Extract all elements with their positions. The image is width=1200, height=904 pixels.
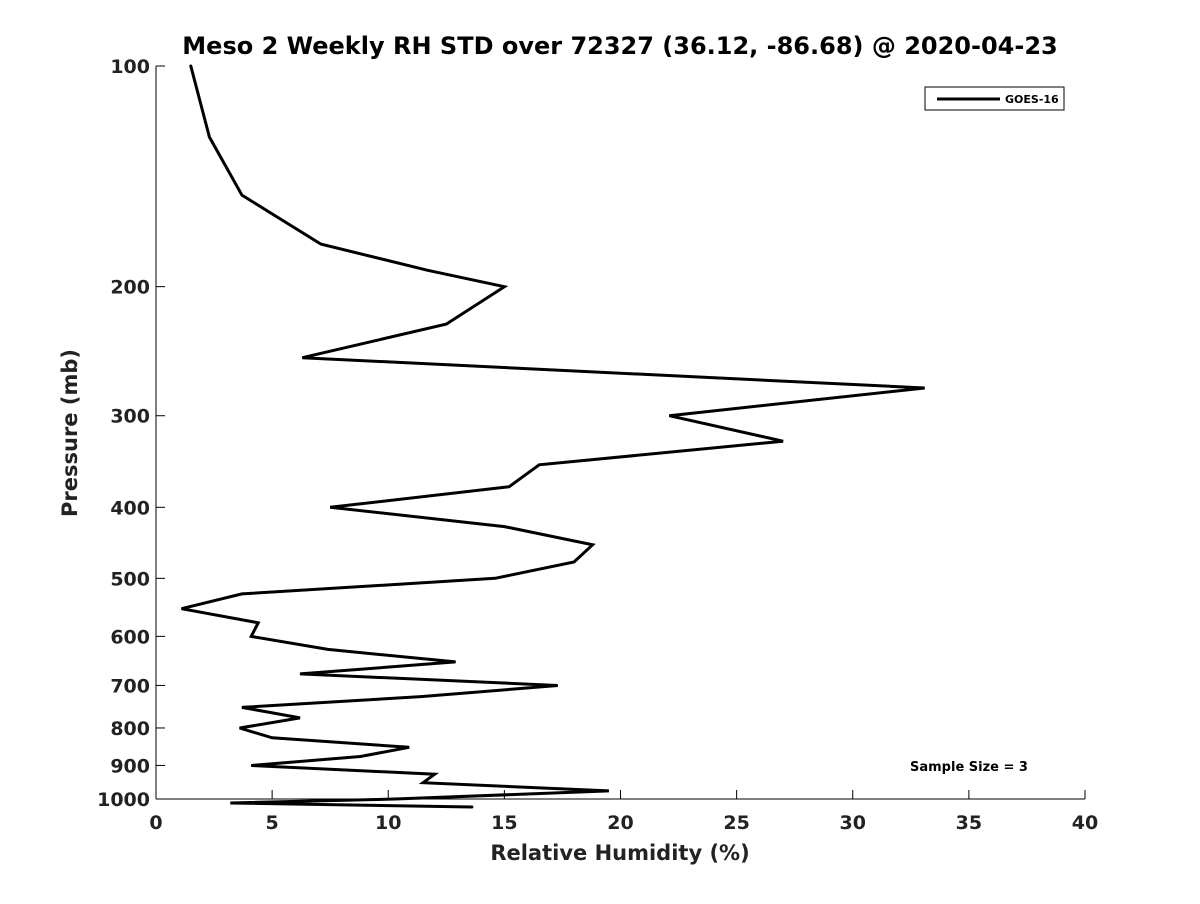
y-tick-label: 300 [110,406,150,428]
y-tick-label: 900 [110,755,150,777]
axes-layer: 0 5 10 15 20 25 30 35 40 100 200 300 400 500 600 700 800… [97,56,1098,834]
y-tick-label: 200 [110,277,150,299]
y-tick-label: 400 [110,497,150,519]
y-tick-label: 600 [110,626,150,648]
x-tick-label: 10 [375,812,401,834]
x-tick-label: 5 [266,812,279,834]
y-axis-label: Pressure (mb) [58,349,82,517]
x-tick-label: 30 [840,812,866,834]
series-line-goes-16 [182,66,925,807]
y-tick-label: 700 [110,675,150,697]
x-tick-label: 25 [723,812,749,834]
x-tick-label: 35 [956,812,982,834]
chart-title: Meso 2 Weekly RH STD over 72327 (36.12, … [182,32,1057,60]
x-tick-label: 20 [607,812,633,834]
x-axis-label: Relative Humidity (%) [490,841,749,865]
y-tick-label: 800 [110,718,150,740]
y-tick-label: 1000 [97,789,150,811]
x-tick-label: 40 [1072,812,1098,834]
sample-size-annotation: Sample Size = 3 [910,760,1028,775]
series-layer [181,66,924,807]
legend-label-goes-16: GOES-16 [1005,93,1059,106]
legend: GOES-16 [925,87,1064,110]
y-tick-label: 100 [110,56,150,78]
x-tick-label: 15 [491,812,517,834]
x-tick-label: 0 [149,812,162,834]
y-tick-label: 500 [110,568,150,590]
